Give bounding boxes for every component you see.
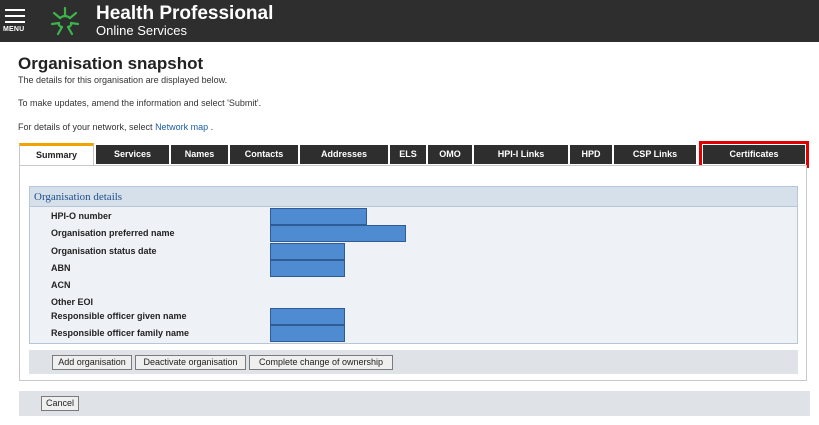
- instructions-text: To make updates, amend the information a…: [18, 98, 262, 108]
- field-label: ABN: [51, 263, 71, 273]
- tab-els[interactable]: ELS: [390, 145, 426, 164]
- redacted-value: [270, 308, 345, 325]
- menu-label: MENU: [3, 26, 25, 33]
- menu-button[interactable]: MENU: [3, 6, 33, 38]
- organisation-details-section: [29, 186, 798, 344]
- tab-names[interactable]: Names: [171, 145, 228, 164]
- tab-bar: Summary Services Names Contacts Addresse…: [19, 141, 809, 168]
- page-title: Organisation snapshot: [18, 54, 204, 73]
- field-label: Responsible officer family name: [51, 328, 190, 338]
- redacted-value: [270, 260, 345, 277]
- network-map-link[interactable]: Network map: [155, 122, 209, 132]
- network-text-prefix: For details of your network, select: [18, 122, 156, 132]
- hamburger-menu-icon-bar: [5, 21, 25, 23]
- redacted-value: [270, 208, 367, 225]
- network-text: For details of your network, select Netw…: [18, 122, 213, 132]
- field-label: ACN: [51, 280, 71, 290]
- hpos-logo-icon: [50, 6, 80, 36]
- section-header: Organisation details: [29, 186, 798, 207]
- field-label: HPI-O number: [51, 211, 112, 221]
- tab-certificates[interactable]: Certificates: [699, 141, 809, 168]
- detail-row-other-eoi: Other EOI: [30, 294, 797, 311]
- field-label: Responsible officer given name: [51, 311, 187, 321]
- intro-text: The details for this organisation are di…: [18, 75, 228, 85]
- field-label: Organisation status date: [51, 246, 157, 256]
- section-heading: Organisation details: [34, 191, 123, 203]
- add-organisation-button[interactable]: Add organisation: [52, 355, 132, 370]
- cancel-button[interactable]: Cancel: [41, 396, 79, 411]
- top-bar: MENU Health Professional Online Services: [0, 0, 819, 42]
- hamburger-menu-icon: [5, 9, 25, 11]
- action-bar: Add organisation Deactivate organisation…: [29, 350, 798, 374]
- detail-row-officer-given: Responsible officer given name: [30, 308, 797, 325]
- field-label: Organisation preferred name: [51, 228, 175, 238]
- field-label: Other EOI: [51, 297, 94, 307]
- detail-row-hpi-o: HPI-O number: [30, 208, 797, 225]
- footer-bar: Cancel: [19, 391, 810, 416]
- hamburger-menu-icon-bar: [5, 15, 25, 17]
- redacted-value: [270, 243, 345, 260]
- change-ownership-button[interactable]: Complete change of ownership: [249, 355, 393, 370]
- tab-hpi-i-links[interactable]: HPI-I Links: [474, 145, 568, 164]
- tab-csp-links[interactable]: CSP Links: [614, 145, 696, 164]
- detail-row-preferred-name: Organisation preferred name: [30, 225, 797, 242]
- tab-omo[interactable]: OMO: [428, 145, 472, 164]
- network-text-suffix: .: [208, 122, 214, 132]
- detail-row-abn: ABN: [30, 260, 797, 277]
- tab-summary[interactable]: Summary: [19, 143, 94, 165]
- detail-row-acn: ACN: [30, 277, 797, 294]
- detail-row-status-date: Organisation status date: [30, 243, 797, 260]
- tab-contacts[interactable]: Contacts: [230, 145, 298, 164]
- brand-subtitle: Online Services: [96, 23, 188, 38]
- tab-hpd[interactable]: HPD: [570, 145, 612, 164]
- redacted-value: [270, 225, 406, 242]
- tab-addresses[interactable]: Addresses: [300, 145, 388, 164]
- redacted-value: [270, 325, 345, 342]
- deactivate-organisation-button[interactable]: Deactivate organisation: [135, 355, 246, 370]
- brand-title: Health Professional: [96, 3, 274, 24]
- tab-services[interactable]: Services: [96, 145, 169, 164]
- detail-row-officer-family: Responsible officer family name: [30, 325, 797, 342]
